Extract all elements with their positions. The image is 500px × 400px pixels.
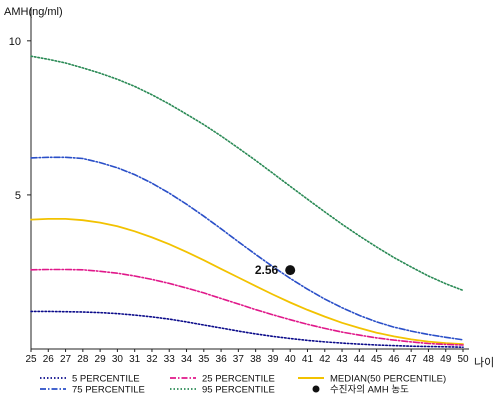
x-tick-label: 46 xyxy=(388,354,400,365)
x-axis-label: 나이 xyxy=(474,356,494,369)
x-tick-label: 49 xyxy=(440,354,452,365)
axes: 5 10 25 26 27 28 29 30 31 32 33 34 35 36 37 38 39 40 41 42 4… xyxy=(9,8,469,365)
series-line-5-percentile xyxy=(30,310,464,349)
x-tick-label: 28 xyxy=(77,354,89,365)
series-line-75-percentile xyxy=(30,156,464,341)
series-layer xyxy=(30,55,464,349)
y-axis-label: AMH(ng/ml) xyxy=(4,6,63,18)
legend-label: MEDIAN(50 PERCENTILE) xyxy=(330,374,446,385)
legend-label: 5 PERCENTILE xyxy=(72,374,140,385)
x-tick-label: 27 xyxy=(60,354,72,365)
x-tick-label: 38 xyxy=(250,354,262,365)
x-tick-label: 29 xyxy=(95,354,107,365)
x-tick-label: 45 xyxy=(371,354,383,365)
x-tick-label: 50 xyxy=(457,354,469,365)
x-tick-label: 48 xyxy=(423,354,435,365)
x-tick-label: 37 xyxy=(233,354,245,365)
x-tick-label: 26 xyxy=(43,354,55,365)
legend: 5 PERCENTILE 25 PERCENTILE MEDIAN(50 PERCE… xyxy=(40,374,446,396)
legend-label: 25 PERCENTILE xyxy=(202,374,275,385)
x-tick-label: 33 xyxy=(164,354,176,365)
legend-label: 95 PERCENTILE xyxy=(202,385,275,396)
x-tick-label: 41 xyxy=(302,354,314,365)
x-tick-label: 30 xyxy=(112,354,124,365)
x-tick-label: 25 xyxy=(25,354,37,365)
highlight-layer: 2.56 xyxy=(255,263,296,277)
x-tick-label: 40 xyxy=(285,354,297,365)
legend-marker-patient xyxy=(312,385,320,393)
x-tick-label: 42 xyxy=(319,354,331,365)
series-line-25-percentile xyxy=(30,268,464,346)
x-tick-label: 31 xyxy=(129,354,141,365)
x-tick-label: 35 xyxy=(198,354,210,365)
x-tick-label: 39 xyxy=(267,354,279,365)
x-tick-label: 44 xyxy=(354,354,366,365)
x-tick-label: 43 xyxy=(336,354,348,365)
x-tick-label: 47 xyxy=(406,354,418,365)
patient-amh-value-label: 2.56 xyxy=(255,263,279,277)
y-tick-label: 5 xyxy=(15,190,21,202)
legend-label: 75 PERCENTILE xyxy=(72,385,145,396)
x-tick-label: 34 xyxy=(181,354,193,365)
legend-label-patient: 수진자의 AMH 농도 xyxy=(330,385,409,396)
x-tick-label: 32 xyxy=(146,354,158,365)
series-line-median-50-percentile xyxy=(30,217,464,346)
patient-amh-point xyxy=(285,265,296,276)
series-line-95-percentile xyxy=(30,55,464,292)
y-tick-label: 10 xyxy=(9,36,21,48)
x-tick-label: 36 xyxy=(216,354,228,365)
